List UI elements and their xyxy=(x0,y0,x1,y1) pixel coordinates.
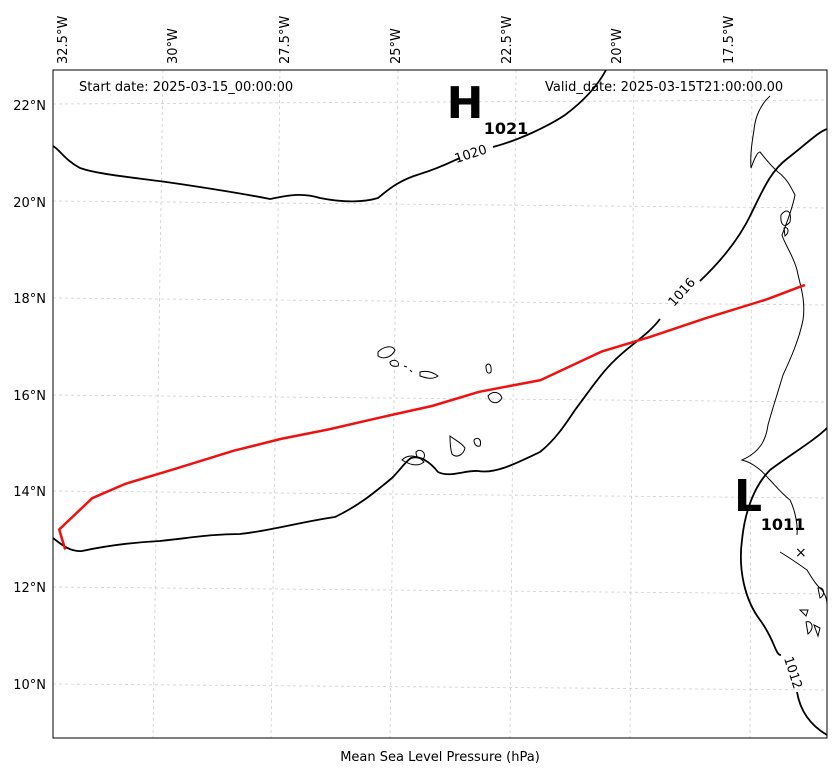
map-caption: Mean Sea Level Pressure (hPa) xyxy=(340,750,540,765)
start-date-label: Start date: 2025-03-15_00:00:00 xyxy=(79,80,293,95)
african-islands xyxy=(780,210,825,638)
lat-label: 18°N xyxy=(13,292,46,307)
coastline: × xyxy=(377,95,828,638)
low-pressure-value: 1011 xyxy=(761,515,806,534)
longitude-labels: 32.5°W 30°W 27.5°W 25°W 22.5°W 20°W 17.5… xyxy=(56,16,737,64)
lat-label: 20°N xyxy=(13,196,46,211)
lon-label: 30°W xyxy=(166,28,181,64)
africa-coastline xyxy=(740,95,805,501)
lat-label: 16°N xyxy=(13,389,46,404)
africa-coastline-south xyxy=(779,499,828,606)
isobar-1020 xyxy=(52,69,607,203)
low-pressure-letter: L xyxy=(734,471,762,522)
lon-label: 20°W xyxy=(610,28,625,64)
high-pressure-value: 1021 xyxy=(484,119,529,138)
lat-label: 14°N xyxy=(13,485,46,500)
cape-verde-islands xyxy=(377,346,503,466)
isobar-label-1016: 1016 xyxy=(666,275,699,310)
high-pressure-letter: H xyxy=(447,78,484,129)
storm-track-line xyxy=(57,283,806,550)
latitude-labels: 22°N 20°N 18°N 16°N 14°N 12°N 10°N xyxy=(13,99,46,693)
isobar-label-1012: 1012 xyxy=(780,655,804,691)
valid-date-label: Valid_date: 2025-03-15T21:00:00.00 xyxy=(545,80,783,95)
isobar-label-1020: 1020 xyxy=(453,142,489,166)
location-cross-marker: × xyxy=(795,545,807,561)
map-frame xyxy=(52,69,828,739)
isobar-1011-1012 xyxy=(739,427,828,736)
lat-label: 22°N xyxy=(13,99,46,114)
lat-label: 10°N xyxy=(13,678,46,693)
isobars xyxy=(52,69,828,736)
lon-label: 22.5°W xyxy=(500,16,515,64)
lon-label: 25°W xyxy=(389,28,404,64)
lon-label: 17.5°W xyxy=(722,16,737,64)
isobar-1016 xyxy=(52,128,828,552)
lat-label: 12°N xyxy=(13,581,46,596)
lon-label: 32.5°W xyxy=(56,16,71,64)
lon-label: 27.5°W xyxy=(278,16,293,64)
